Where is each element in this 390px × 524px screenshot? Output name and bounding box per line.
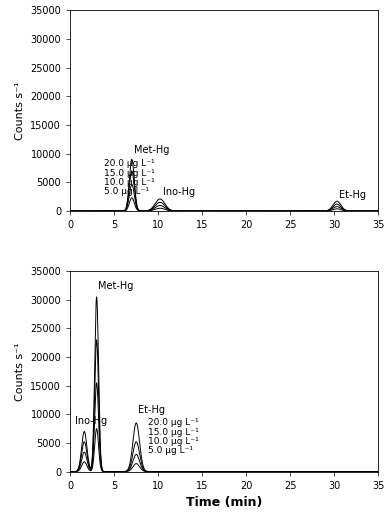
X-axis label: Time (min): Time (min): [186, 496, 262, 509]
Text: Ino-Hg: Ino-Hg: [163, 187, 195, 196]
Text: Ino-Hg: Ino-Hg: [74, 416, 107, 426]
Text: 20.0 μg L⁻¹: 20.0 μg L⁻¹: [104, 159, 154, 169]
Text: 20.0 μg L⁻¹: 20.0 μg L⁻¹: [148, 418, 198, 428]
Text: 5.0 μg L⁻¹: 5.0 μg L⁻¹: [104, 187, 149, 196]
Y-axis label: Counts s⁻¹: Counts s⁻¹: [15, 342, 25, 401]
Text: 5.0 μg L⁻¹: 5.0 μg L⁻¹: [148, 446, 193, 455]
Text: 10.0 μg L⁻¹: 10.0 μg L⁻¹: [148, 436, 199, 446]
Text: Met-Hg: Met-Hg: [98, 281, 134, 291]
Text: 15.0 μg L⁻¹: 15.0 μg L⁻¹: [148, 428, 199, 436]
Text: Et-Hg: Et-Hg: [339, 190, 366, 200]
Text: 15.0 μg L⁻¹: 15.0 μg L⁻¹: [104, 169, 154, 178]
Text: Met-Hg: Met-Hg: [134, 145, 169, 156]
Text: 10.0 μg L⁻¹: 10.0 μg L⁻¹: [104, 178, 154, 187]
Text: Et-Hg: Et-Hg: [138, 406, 165, 416]
Y-axis label: Counts s⁻¹: Counts s⁻¹: [15, 81, 25, 140]
